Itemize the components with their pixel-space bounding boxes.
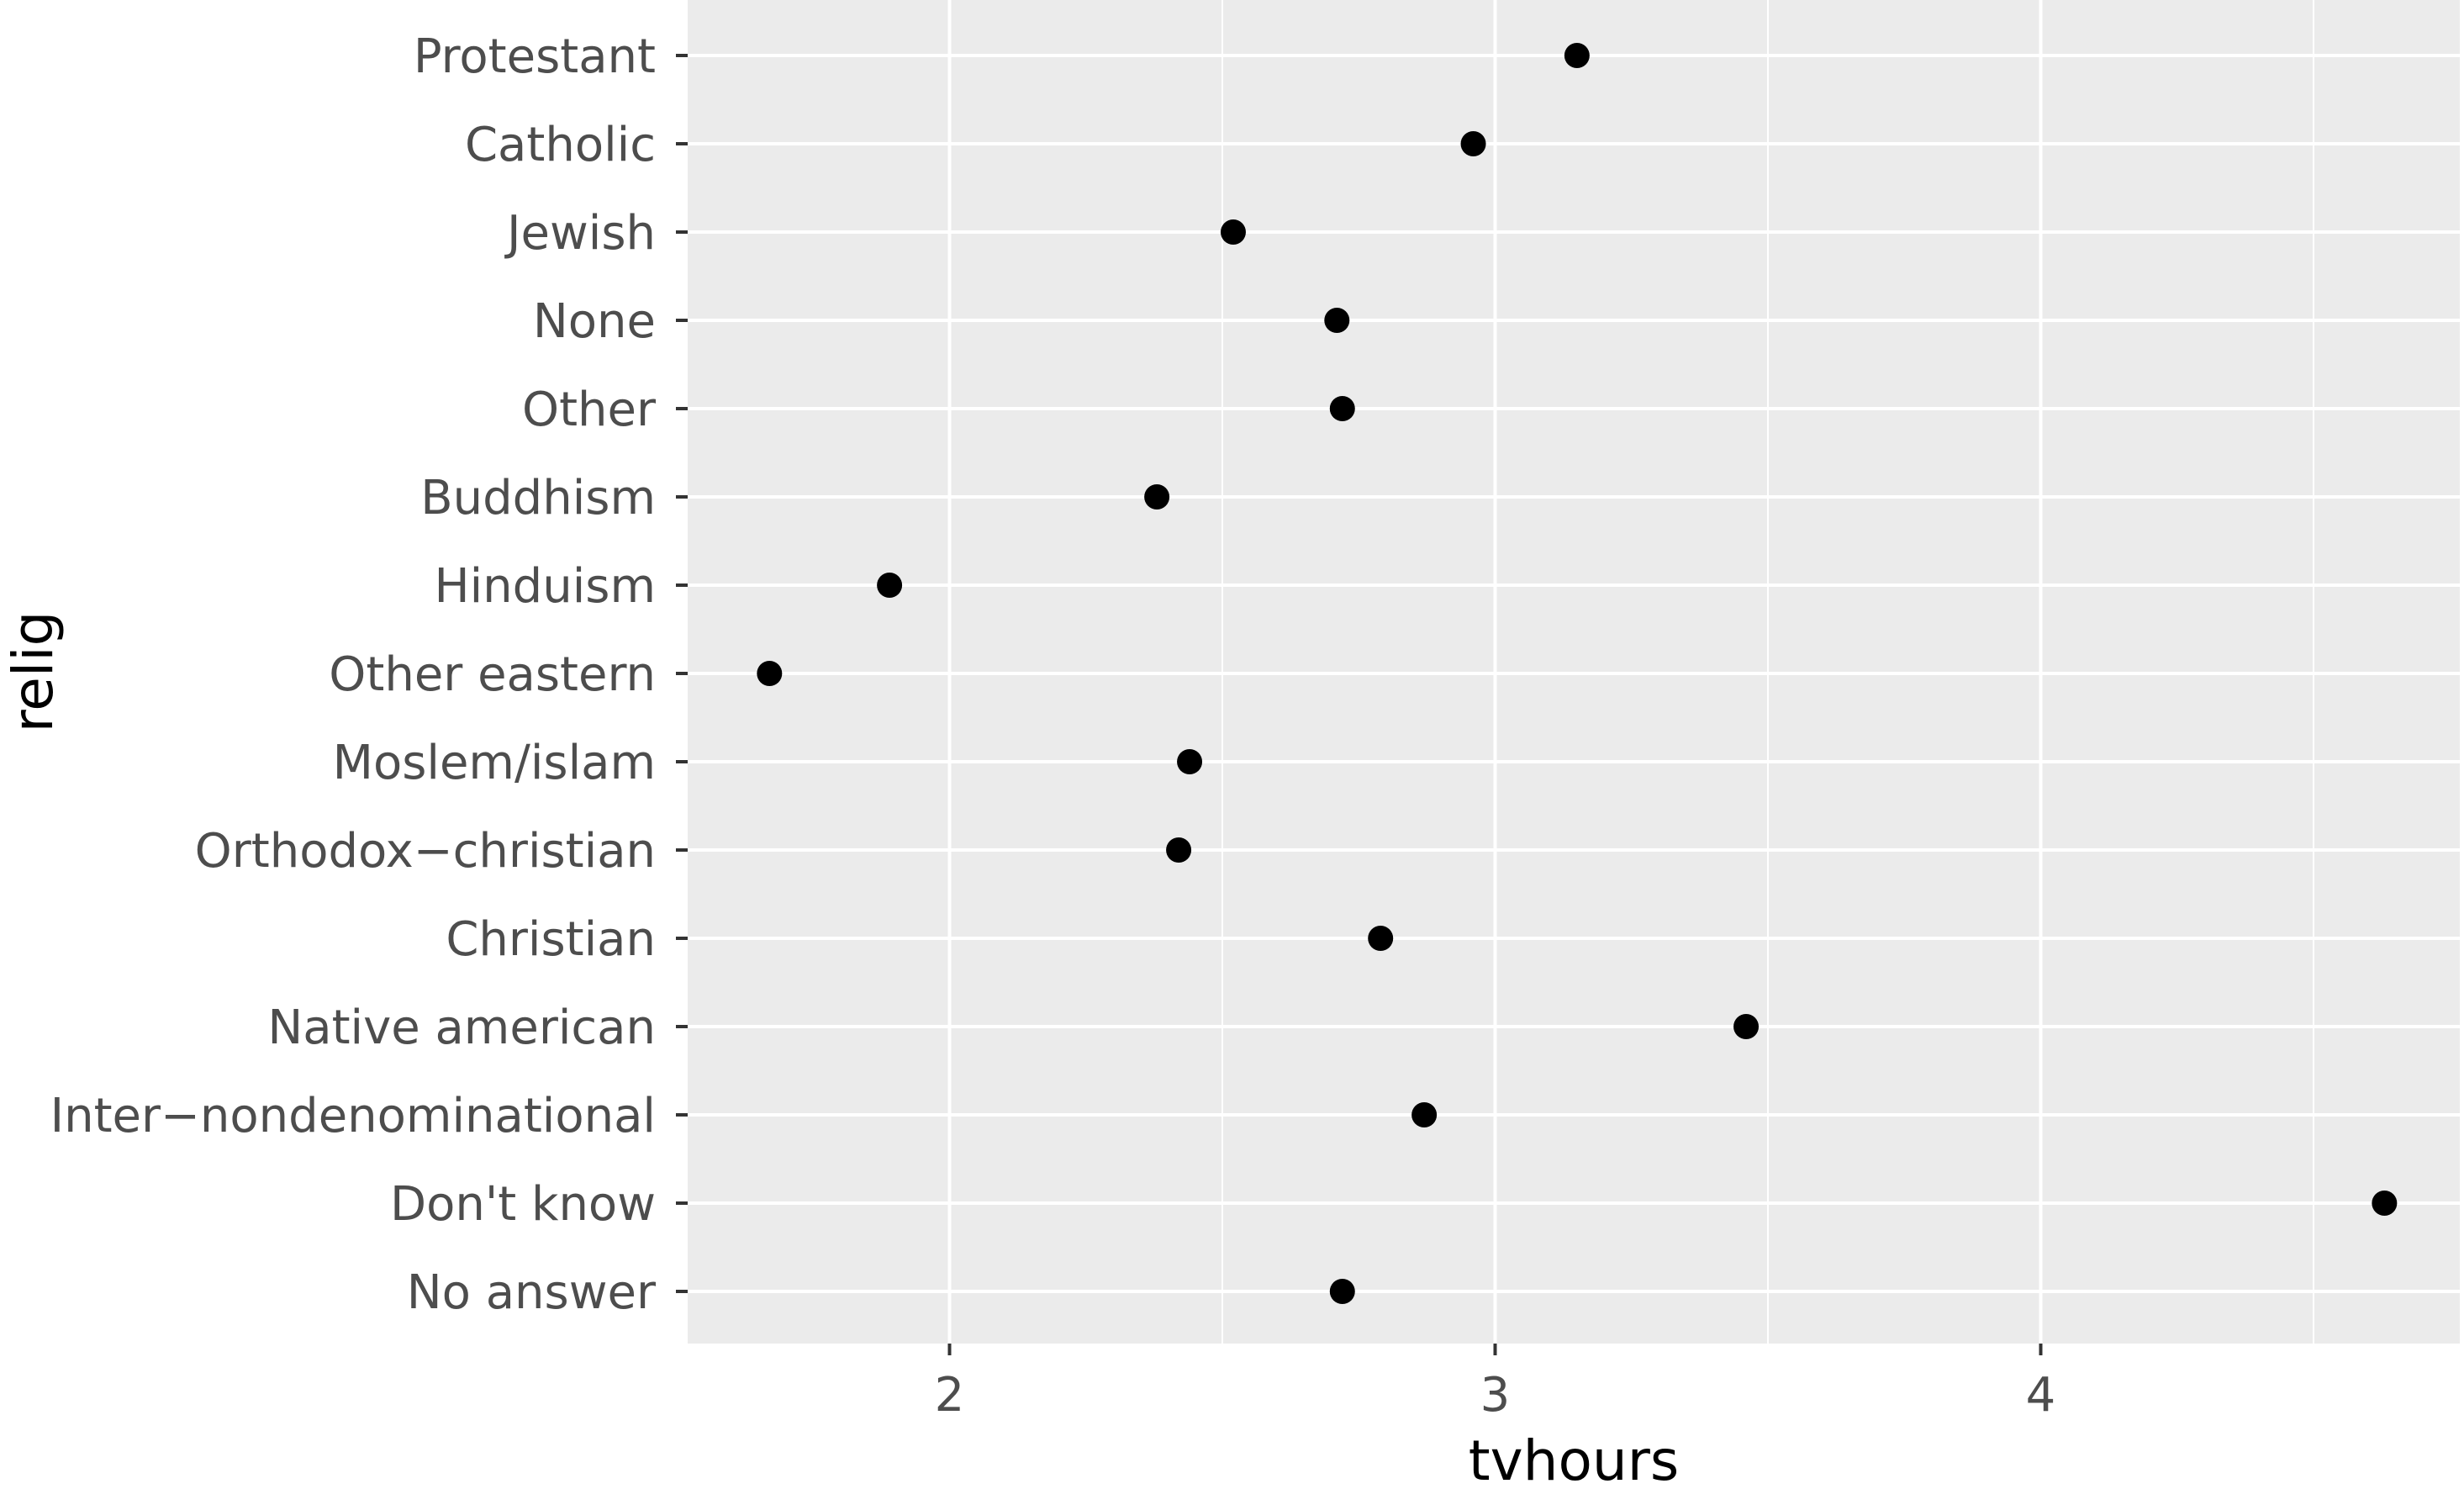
x-tick-label: 3 [1480,1368,1511,1423]
y-tick-label: Protestant [414,29,656,84]
data-point [1411,1102,1438,1127]
y-tick-label: Don't know [390,1177,656,1232]
y-axis-tick-labels: Protestant Catholic Jewish None Other Buddhis… [50,29,657,1320]
major-gridlines [688,0,2460,1344]
y-tick-label: Catholic [465,118,656,172]
y-tick-label: Moslem/islam [333,736,656,790]
data-point [1460,131,1486,156]
y-axis-ticks [676,54,688,1293]
data-point [877,573,903,598]
data-point [1324,308,1350,333]
y-tick-label: Buddhism [420,471,656,525]
y-tick-label: Native american [267,1001,656,1055]
x-axis-tick-labels: 2 3 4 [935,1368,2056,1423]
y-tick-label: Inter−nondenominational [50,1089,656,1143]
data-points [757,43,2398,1304]
data-point [1368,926,1394,951]
data-point [1329,1279,1355,1304]
data-point [1166,837,1192,863]
data-point [1329,396,1355,421]
y-tick-label: Christian [446,912,656,967]
y-tick-label: Other [522,383,657,437]
data-point [2372,1191,2398,1216]
y-tick-label: None [533,294,656,349]
data-point [757,661,783,686]
y-tick-label: Other eastern [329,647,656,702]
data-point [1177,749,1203,774]
y-tick-label: No answer [407,1265,657,1320]
data-point [1144,484,1170,510]
x-tick-label: 4 [2026,1368,2056,1423]
x-axis-ticks [947,1344,2043,1355]
x-tick-label: 2 [935,1368,965,1423]
data-point [1733,1014,1760,1039]
data-point [1564,43,1590,68]
y-tick-label: Hinduism [435,559,656,614]
y-axis-title: relig [1,611,66,733]
y-tick-label: Jewish [504,206,656,261]
y-tick-label: Orthodox−christian [195,824,656,879]
data-point [1220,219,1246,245]
x-axis-title: tvhours [1469,1428,1680,1489]
